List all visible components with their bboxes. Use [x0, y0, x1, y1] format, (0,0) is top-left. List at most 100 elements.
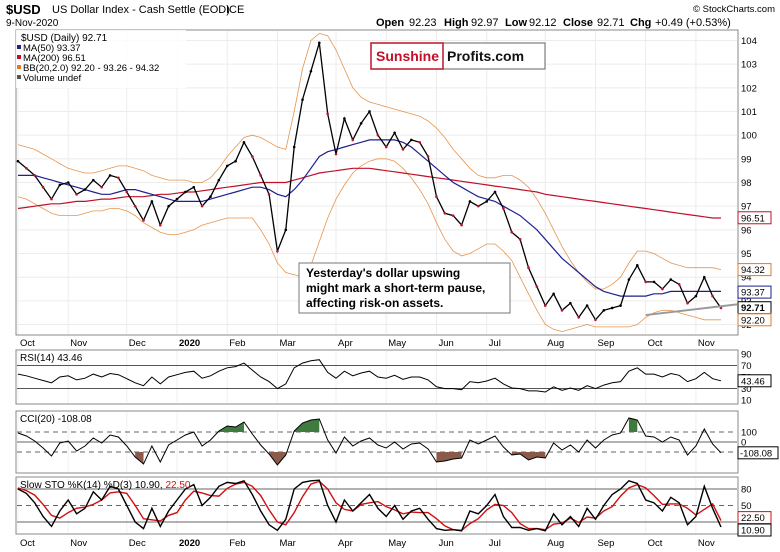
price-point [443, 211, 447, 215]
price-point [317, 41, 321, 45]
price-point [694, 294, 698, 298]
price-y-tick-label: 97 [741, 202, 752, 213]
price-point [158, 223, 162, 227]
rsi-y-tick-label: 10 [741, 396, 752, 407]
x-tick-label-bottom: Feb [229, 538, 245, 549]
price-point [468, 200, 472, 203]
price-point [619, 304, 622, 307]
x-tick-label-bottom: Oct [20, 538, 35, 549]
price-point [175, 197, 179, 201]
price-point [636, 264, 639, 267]
price-point [476, 204, 480, 208]
price-point [543, 304, 547, 307]
logo-part1: Sunshine [376, 48, 439, 64]
price-point [150, 200, 154, 203]
exchange-label: ICE [226, 4, 244, 16]
close-label: Close [563, 17, 593, 29]
cci-oversold-fill [269, 452, 286, 465]
sto-title-text: Slow STO %K(14) %D(3) 10.90, [20, 480, 165, 491]
price-y-tick-label: 94 [741, 273, 752, 284]
x-tick-label: Dec [129, 338, 146, 349]
x-tick-label: Apr [338, 338, 353, 349]
price-point [602, 309, 606, 312]
legend-swatch-ma200 [17, 55, 21, 59]
price-point [594, 318, 597, 322]
cci-marker-label: -108.08 [740, 448, 772, 459]
price-point [652, 280, 656, 284]
sto-y-tick-label: 50 [741, 501, 752, 512]
price-point [267, 193, 271, 196]
high-label: High [444, 17, 469, 29]
price-y-tick-label: 99 [741, 154, 752, 165]
price-point [510, 230, 514, 234]
price-point [334, 152, 338, 156]
x-tick-label-bottom: Jul [489, 538, 501, 549]
price-point [569, 301, 572, 305]
annotation-line-3: affecting risk-on assets. [306, 296, 443, 310]
price-marker-label: 92.71 [741, 303, 765, 314]
price-point [234, 159, 237, 163]
x-tick-label-bottom: Nov [70, 538, 87, 549]
legend-item-ma200: MA(200) 96.51 [23, 53, 86, 64]
rsi-y-tick-label: 90 [741, 349, 752, 360]
cci-marker-box [737, 446, 779, 460]
price-point [376, 133, 380, 137]
annotation-line-1: Yesterday's dollar upswing [306, 266, 460, 280]
price-point [359, 122, 363, 125]
logo-part2: Profits.com [447, 48, 524, 64]
price-point [242, 140, 246, 144]
chart-date-label: 9-Nov-2020 [6, 18, 59, 29]
price-point [702, 275, 706, 279]
x-tick-label: Sep [597, 338, 614, 349]
price-point [50, 197, 53, 201]
rsi-line [17, 359, 722, 393]
price-point [66, 181, 70, 184]
price-point [426, 155, 430, 158]
x-tick-label-bottom: Oct [648, 538, 663, 549]
price-point [184, 190, 187, 194]
price-y-tick-label: 104 [741, 36, 757, 47]
legend-swatch-ma50 [17, 45, 21, 49]
price-point [627, 278, 631, 281]
legend-background [16, 30, 186, 88]
x-tick-label-bottom: 2020 [179, 538, 200, 549]
sto-y-tick-label: 80 [741, 485, 752, 496]
price-point [527, 266, 530, 270]
price-marker-box [737, 263, 772, 277]
price-point [410, 138, 413, 142]
price-y-tick-label: 95 [741, 249, 752, 260]
x-tick-label: Jun [438, 338, 453, 349]
sto-d-line [17, 480, 722, 532]
sunshine-profits-logo: Sunshine Profits.com [370, 42, 546, 70]
cci-overbought-fill [294, 419, 320, 432]
price-point [192, 185, 196, 189]
price-point [284, 228, 288, 232]
plots [16, 32, 738, 532]
support-trendline [645, 303, 738, 317]
x-tick-label: Nov [698, 338, 715, 349]
x-tick-label: Mar [279, 338, 295, 349]
x-tick-label: Oct [648, 338, 663, 349]
x-tick-label-bottom: Nov [698, 538, 715, 549]
legend-item-price: $USD (Daily) 92.71 [21, 33, 108, 44]
price-point [301, 98, 304, 101]
price-y-tick-label: 102 [741, 83, 757, 94]
price-point [418, 140, 422, 144]
rsi-title: RSI(14) 43.46 [20, 353, 83, 364]
price-point [100, 185, 103, 189]
chg-label: Chg [630, 17, 651, 29]
price-marker-box [737, 211, 772, 225]
price-point [644, 280, 647, 284]
sto-d-value: 22.50 [165, 480, 190, 491]
price-marker-label: 94.32 [741, 265, 765, 276]
x-tick-label-bottom: Jun [438, 538, 453, 549]
x-tick-label-bottom: Mar [279, 538, 295, 549]
price-point [669, 278, 673, 281]
price-point [209, 195, 212, 199]
price-point [167, 204, 170, 208]
cci-line [17, 417, 722, 466]
price-y-tick-label: 96 [741, 225, 752, 236]
price-point [259, 174, 263, 177]
price-point [25, 166, 28, 170]
price-point [326, 112, 329, 116]
